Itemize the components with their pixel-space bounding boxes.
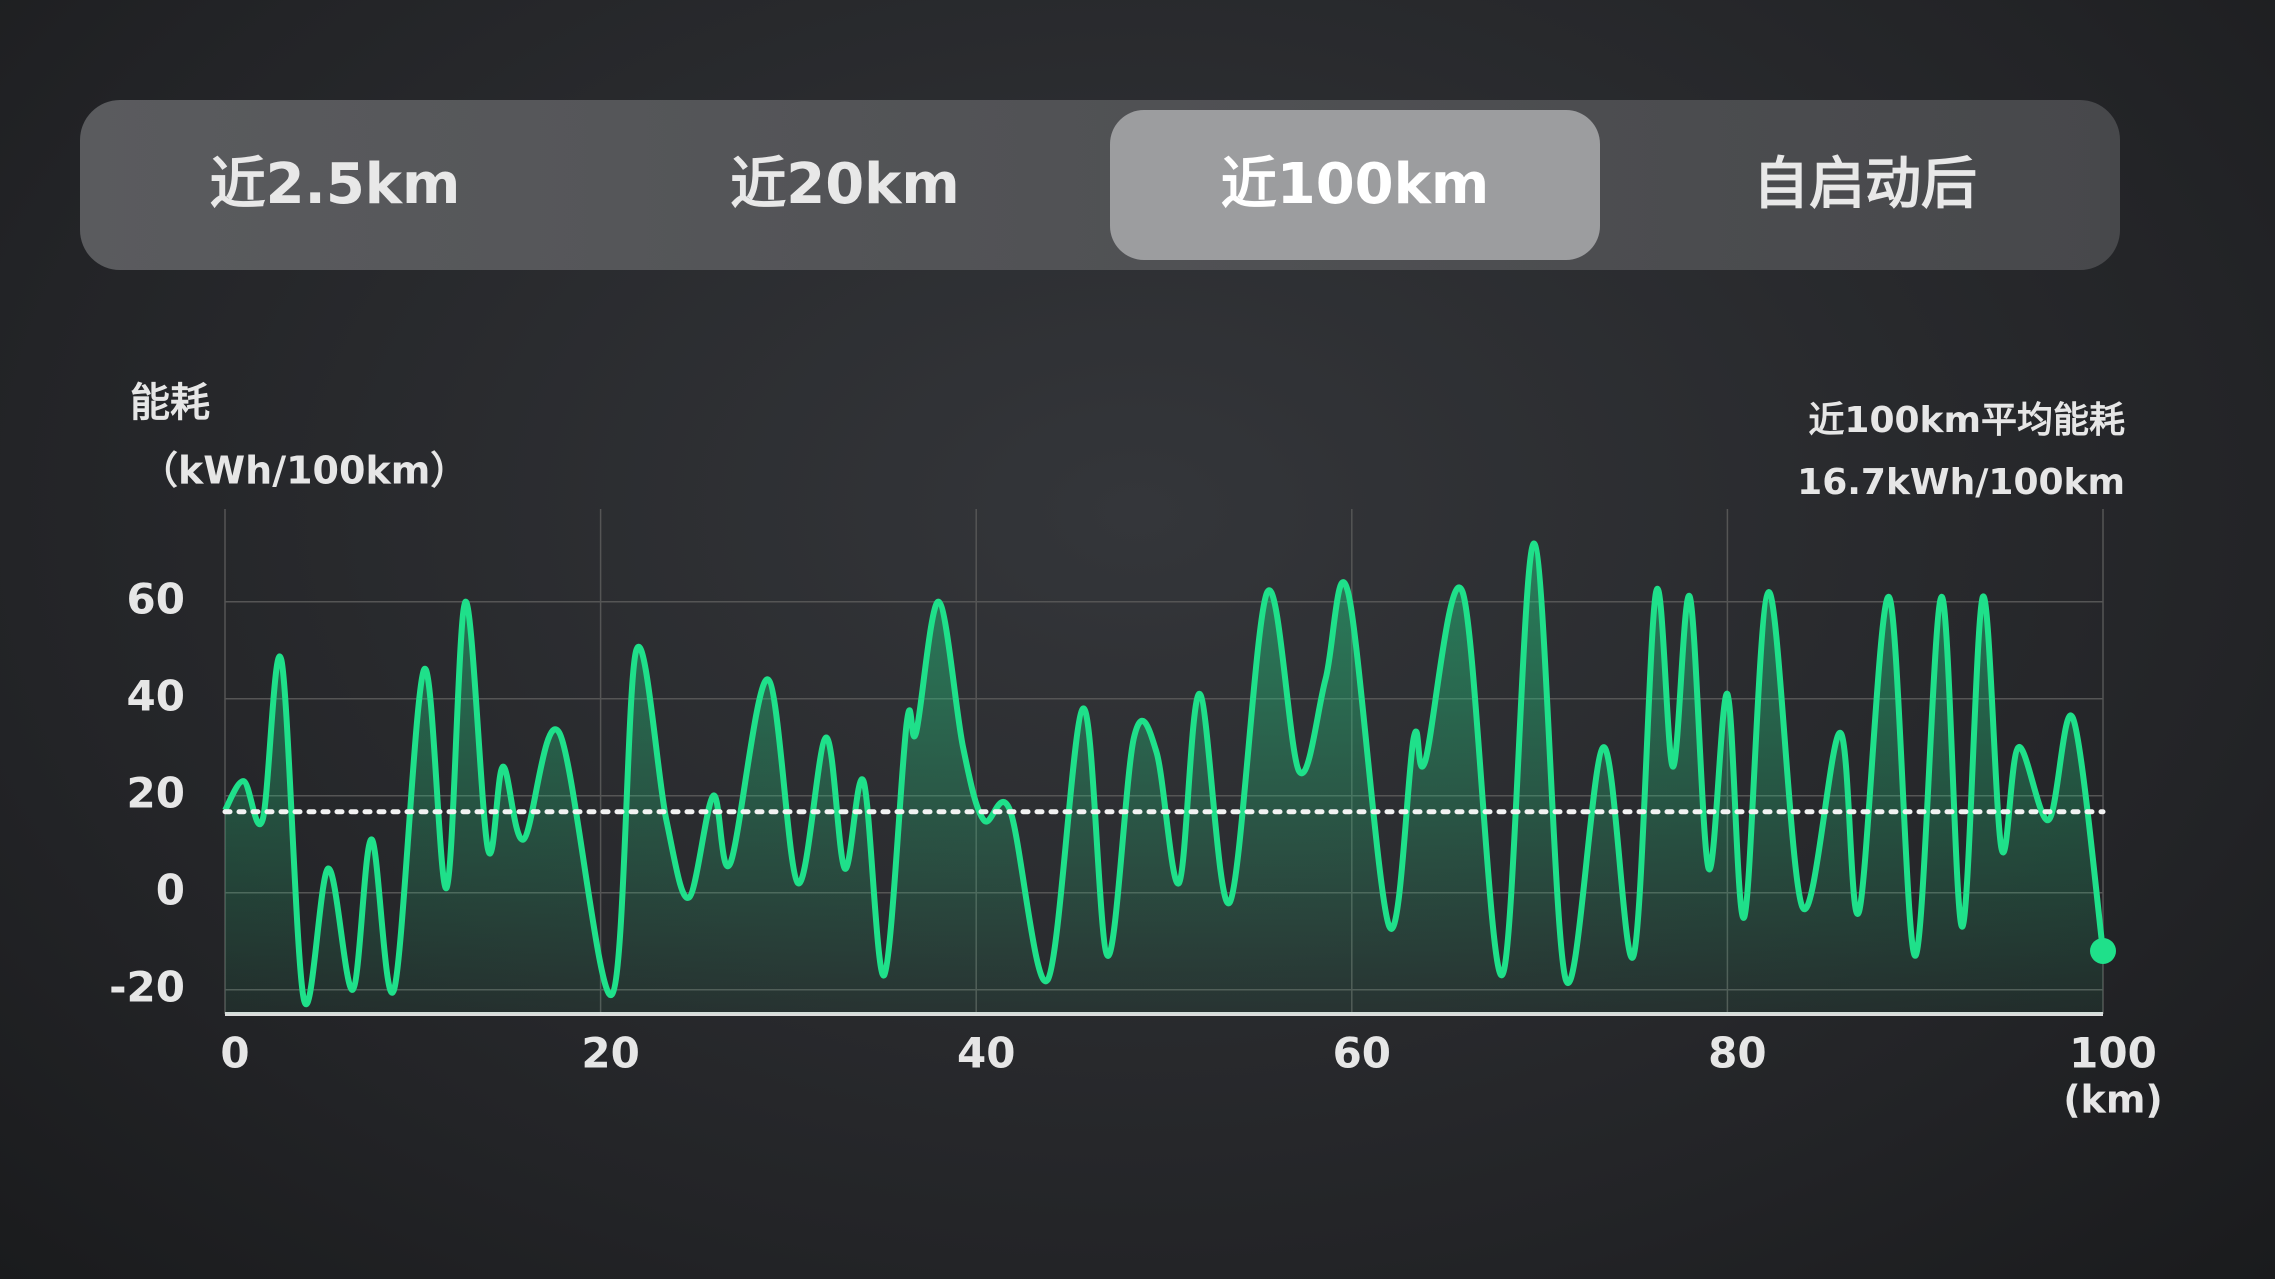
annotation-title: 近100km平均能耗 [1808,400,2125,441]
y-unit: （kWh/100km） [140,449,468,493]
y-title: 能耗 [130,380,210,426]
x-tick-label: 0 [220,1029,249,1078]
line [222,540,2106,1007]
tab[interactable]: 近2.5km [209,152,461,217]
area-fill [225,543,2103,1014]
y-tick-label: 0 [156,865,185,914]
x-tick-label: 100 [2069,1029,2157,1078]
end-point [2090,937,2116,964]
tab-bar: 近2.5km 近20km 近100km 自启动后 [80,100,2120,270]
y-tick-label: 60 [127,574,185,623]
x-unit: (km) [2063,1078,2163,1122]
y-tick-label: -20 [109,962,185,1011]
x-tick-label: 40 [957,1029,1015,1078]
tab[interactable]: 近100km [1110,110,1600,260]
x-tick-label: 80 [1708,1029,1766,1078]
tab[interactable]: 近20km [730,152,960,217]
annotation-value: 16.7kWh/100km [1797,462,2125,503]
x-tick-label: 60 [1333,1029,1391,1078]
y-tick-label: 40 [127,671,185,720]
y-tick-label: 20 [127,768,185,817]
x-tick-label: 20 [581,1029,639,1078]
tab[interactable]: 自启动后 [1753,152,1977,217]
